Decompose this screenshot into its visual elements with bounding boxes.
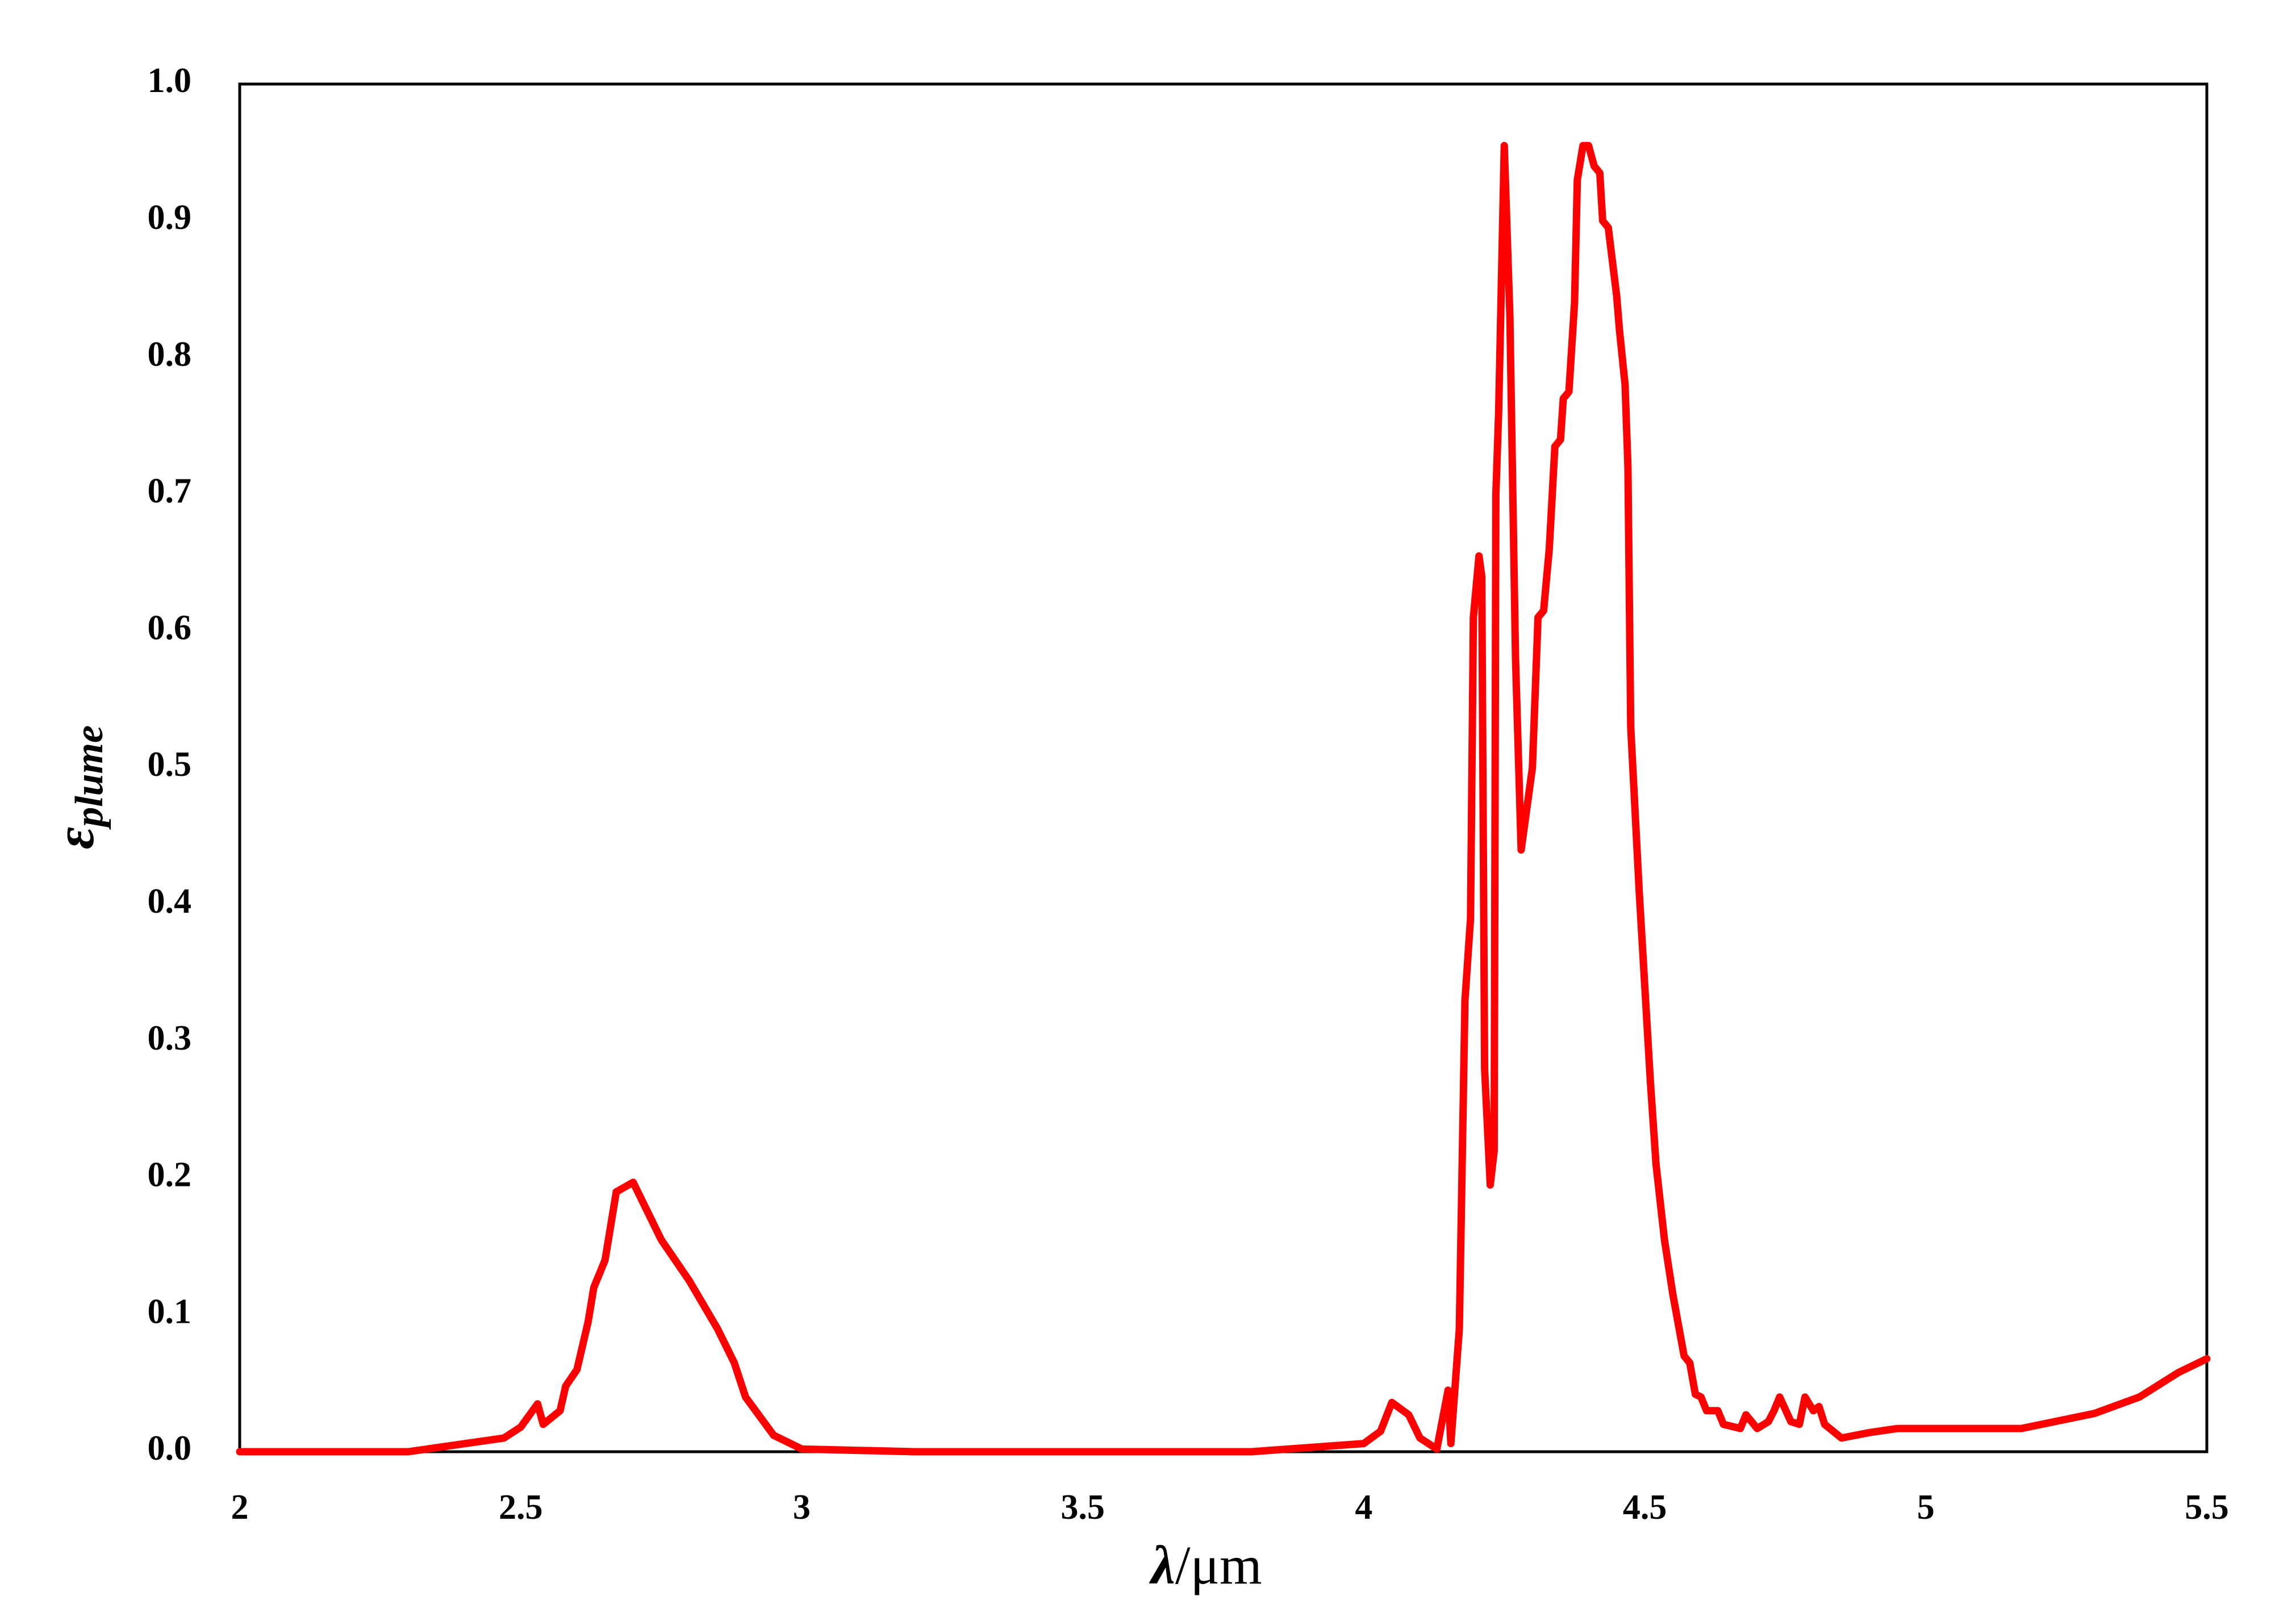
y-tick-label: 0.0 [148, 1429, 192, 1468]
y-tick-label: 0.4 [148, 882, 192, 921]
x-tick-label: 3.5 [1061, 1488, 1105, 1527]
x-axis-label: λ/μm [1149, 1535, 1262, 1595]
x-label-unit: /μm [1175, 1535, 1262, 1595]
y-tick-label: 0.2 [148, 1156, 192, 1194]
x-tick-label: 3 [793, 1488, 811, 1527]
x-label-symbol: λ [1149, 1535, 1175, 1595]
y-tick-label: 1.0 [148, 61, 192, 100]
x-tick-label: 5 [1917, 1488, 1935, 1527]
y-tick-label: 0.5 [148, 745, 192, 784]
x-tick-label: 4.5 [1623, 1488, 1667, 1527]
x-tick-label: 4 [1355, 1488, 1372, 1527]
x-tick-label: 5.5 [2185, 1488, 2229, 1527]
x-tick-label: 2.5 [499, 1488, 543, 1527]
y-tick-label: 0.7 [148, 472, 192, 511]
data-line [236, 141, 2211, 1456]
x-tick-label: 2 [231, 1488, 249, 1527]
y-tick-label: 0.9 [148, 198, 192, 237]
y-label-symbol: ε [44, 827, 105, 849]
y-tick-label: 0.6 [148, 608, 192, 647]
plot-frame [238, 82, 2209, 1453]
y-tick-label: 0.3 [148, 1019, 192, 1058]
y-tick-label: 0.8 [148, 335, 192, 374]
y-tick-label: 0.1 [148, 1292, 192, 1331]
y-axis-label: εplume [44, 725, 111, 849]
y-label-subscript: plume [68, 725, 111, 830]
